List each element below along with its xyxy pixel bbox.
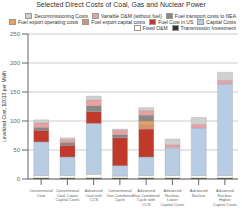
html-text:Transmission Investment: Transmission Investment — [180, 25, 236, 31]
html-text:Variable O&M (without fuel): Variable O&M (without fuel) — [101, 13, 162, 19]
svg-text:ConventionalCoal, LowerCapital: ConventionalCoal, LowerCapital Costs — [55, 188, 79, 202]
svg-text:0: 0 — [17, 176, 21, 182]
svg-text:AdvancedGas CombinedCycle with: AdvancedGas CombinedCycle withCCS — [133, 188, 160, 207]
svg-text:Levelized Cost, $2013 per MWh: Levelized Cost, $2013 per MWh — [1, 71, 7, 142]
html-text:Capital Costs: Capital Costs — [206, 19, 236, 25]
svg-text:150: 150 — [10, 89, 21, 95]
svg-text:AdvancedNuclear: AdvancedNuclear — [190, 188, 208, 198]
svg-text:200: 200 — [10, 60, 21, 66]
svg-text:100: 100 — [10, 118, 21, 124]
svg-text:ConventionalGas CombinedCycle: ConventionalGas CombinedCycle — [107, 188, 134, 202]
html-text:Fuel export operating costs: Fuel export operating costs — [18, 19, 79, 25]
html-text:Fuel transport costs to NEA: Fuel transport costs to NEA — [174, 13, 236, 19]
svg-text:AdvancedNuclear,LowerCapital C: AdvancedNuclear,LowerCapital Costs — [160, 188, 184, 207]
svg-text:AdvancedNuclear,HigherCapital: AdvancedNuclear,HigherCapital Costs — [213, 188, 237, 207]
html-text:Fixed O&M: Fixed O&M — [142, 25, 168, 31]
html-text:Decommissioning Costs: Decommissioning Costs — [34, 13, 89, 19]
html-text:Fuel Cost in US: Fuel Cost in US — [158, 19, 194, 25]
html-text:Selected Direct Costs of Coal,: Selected Direct Costs of Coal, Gas and N… — [36, 1, 206, 8]
html-text:Fuel export capital costs: Fuel export capital costs — [91, 19, 146, 25]
svg-text:AdvancedCoal withCCS: AdvancedCoal withCCS — [85, 188, 103, 202]
svg-text:ConventionalCoal: ConventionalCoal — [29, 188, 52, 198]
svg-text:50: 50 — [13, 147, 20, 153]
svg-text:250: 250 — [10, 31, 21, 37]
